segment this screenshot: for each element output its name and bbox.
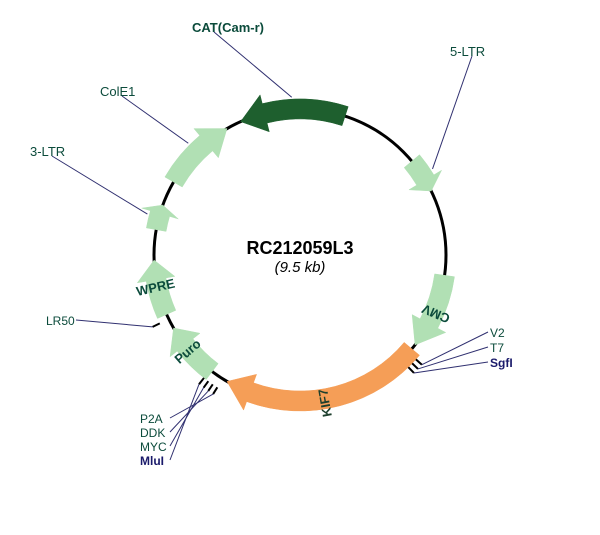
tick-label-v2: V2 xyxy=(490,326,505,340)
feature-label-cat: CAT(Cam-r) xyxy=(192,20,264,35)
feature-three_ltr xyxy=(142,205,178,231)
tick-sgfi xyxy=(408,367,414,373)
leader-cole1 xyxy=(122,96,188,143)
tick-ddk xyxy=(208,384,212,391)
tick-p2a xyxy=(213,387,217,394)
tick-lr50 xyxy=(153,323,160,327)
feature-cat xyxy=(241,95,349,132)
feature-cole1 xyxy=(165,129,227,187)
leader-t7 xyxy=(418,347,488,369)
feature-label-five_ltr: 5-LTR xyxy=(450,44,485,59)
tick-t7 xyxy=(412,363,418,369)
plasmid-name: RC212059L3 xyxy=(246,238,353,259)
tick-v2 xyxy=(416,359,422,364)
plasmid-size: (9.5 kb) xyxy=(246,259,353,276)
plasmid-center-title: RC212059L3 (9.5 kb) xyxy=(246,238,353,276)
tick-label-lr50: LR50 xyxy=(46,314,75,328)
tick-label-ddk: DDK xyxy=(140,426,165,440)
feature-label-three_ltr: 3-LTR xyxy=(30,144,65,159)
leader-five_ltr xyxy=(433,56,472,169)
leader-lr50 xyxy=(76,320,153,327)
feature-label-cole1: ColE1 xyxy=(100,84,135,99)
leader-p2a xyxy=(170,394,213,418)
tick-label-p2a: P2A xyxy=(140,412,163,426)
tick-label-t7: T7 xyxy=(490,341,504,355)
leader-mlui xyxy=(170,384,199,460)
tick-label-mlui: MluI xyxy=(140,454,164,468)
tick-myc xyxy=(204,381,209,387)
tick-mlui xyxy=(199,378,204,384)
leader-ddk xyxy=(170,391,208,432)
leader-three_ltr xyxy=(52,156,147,214)
tick-label-sgfi: SgfI xyxy=(490,356,513,370)
tick-label-myc: MYC xyxy=(140,440,167,454)
leader-cat xyxy=(214,32,292,97)
